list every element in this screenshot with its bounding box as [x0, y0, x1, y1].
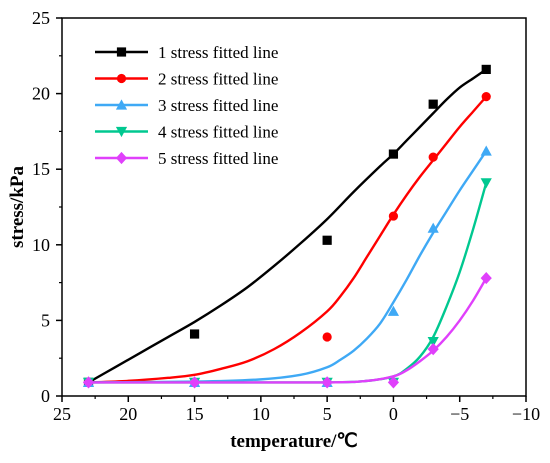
- series-5: [82, 271, 492, 389]
- y-tick-label: 15: [32, 159, 50, 179]
- x-axis-title: temperature/℃: [230, 431, 358, 452]
- series-4-point: [480, 178, 492, 189]
- x-tick-label: 25: [53, 404, 71, 424]
- y-tick-label: 0: [41, 386, 50, 406]
- legend-item-2: 2 stress fitted line: [95, 70, 278, 89]
- series-1-fitted-line: [87, 68, 487, 384]
- legend-label: 4 stress fitted line: [158, 123, 278, 142]
- series-3-point: [387, 305, 400, 316]
- legend-item-5: 5 stress fitted line: [95, 149, 278, 168]
- series-5-point: [387, 376, 400, 389]
- series-5-point: [480, 271, 492, 285]
- x-tick-label: −5: [450, 404, 469, 424]
- series-4-point: [427, 336, 439, 348]
- series-4: [82, 178, 492, 388]
- legend-label: 3 stress fitted line: [158, 96, 278, 115]
- series-5-fitted-line: [88, 277, 488, 384]
- series-5-point: [427, 343, 439, 356]
- y-tick-label: 5: [41, 310, 50, 330]
- legend-swatch-marker: [116, 73, 127, 84]
- series-2-fitted-line: [88, 95, 488, 384]
- series-5-point: [188, 376, 201, 389]
- x-tick-label: 10: [252, 404, 270, 424]
- series-3-point: [480, 145, 492, 156]
- y-tick-label: 10: [32, 235, 50, 255]
- series-5-point: [82, 376, 95, 389]
- legend-swatch-marker: [115, 126, 128, 138]
- x-tick-label: −10: [512, 404, 540, 424]
- y-tick-label: 20: [32, 84, 50, 104]
- legend-label: 2 stress fitted line: [158, 70, 278, 89]
- series-1-point: [481, 64, 491, 75]
- legend-item-3: 3 stress fitted line: [95, 96, 278, 115]
- series-2-point: [388, 211, 399, 221]
- legend-swatch-marker: [116, 47, 127, 57]
- x-tick-label: 5: [323, 404, 332, 424]
- series-1-point: [388, 149, 399, 159]
- legend-label: 5 stress fitted line: [158, 149, 278, 168]
- plot-series: [82, 64, 492, 389]
- y-axis-title: stress/kPa: [7, 166, 28, 248]
- series-2-point: [428, 152, 438, 162]
- series-4-fitted-line: [88, 182, 488, 384]
- x-tick-label: 15: [186, 404, 204, 424]
- legend-label: 1 stress fitted line: [158, 43, 278, 62]
- series-2-point: [322, 332, 332, 342]
- series-1-point: [428, 99, 438, 109]
- series-5-point: [321, 376, 333, 389]
- x-tick-label: 0: [389, 404, 398, 424]
- legend-item-4: 4 stress fitted line: [95, 123, 278, 142]
- legend: 1 stress fitted line 2 stress fitted line…: [95, 43, 278, 168]
- plot-frame: [61, 17, 527, 397]
- series-3-point: [427, 222, 439, 233]
- series-2-point: [481, 92, 491, 102]
- legend-swatch-marker: [115, 151, 128, 165]
- series-3-fitted-line: [88, 150, 488, 384]
- axes: 25 20 15 10 5 0 −5 −10 0 5 10 15 20 25: [32, 8, 540, 424]
- x-tick-label: 20: [119, 404, 137, 424]
- series-1-point: [322, 235, 332, 245]
- legend-swatch-marker: [115, 99, 128, 110]
- y-tick-label: 25: [32, 8, 50, 28]
- series-1-point: [189, 329, 200, 339]
- legend-item-1: 1 stress fitted line: [95, 43, 278, 62]
